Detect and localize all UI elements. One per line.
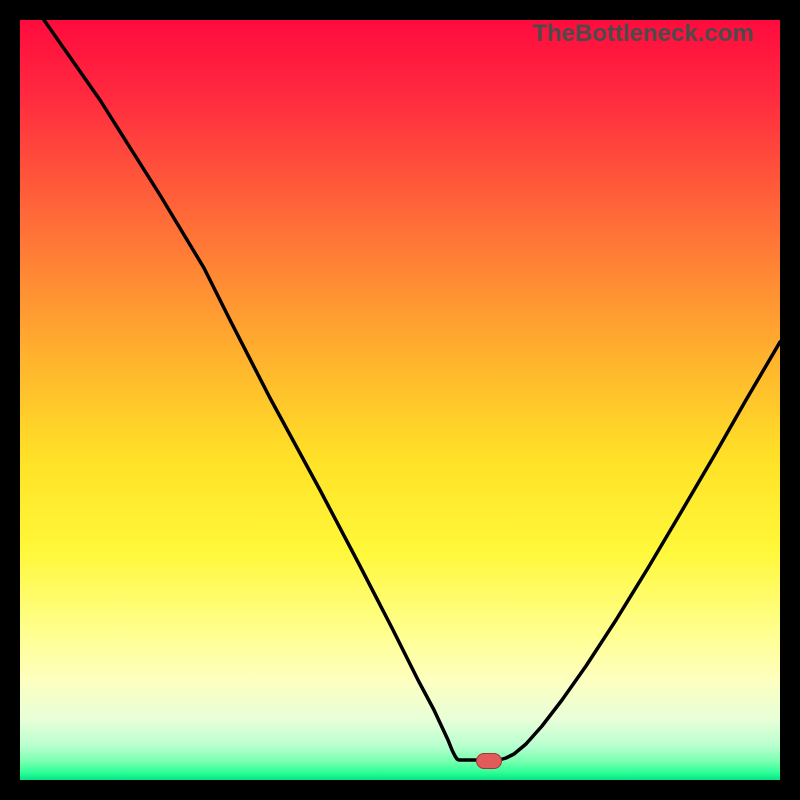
outer-frame: TheBottleneck.com xyxy=(0,0,800,800)
curve-polyline xyxy=(44,20,780,760)
plot-area: TheBottleneck.com xyxy=(20,20,780,780)
optimal-marker xyxy=(476,753,502,769)
bottleneck-curve xyxy=(20,20,780,780)
